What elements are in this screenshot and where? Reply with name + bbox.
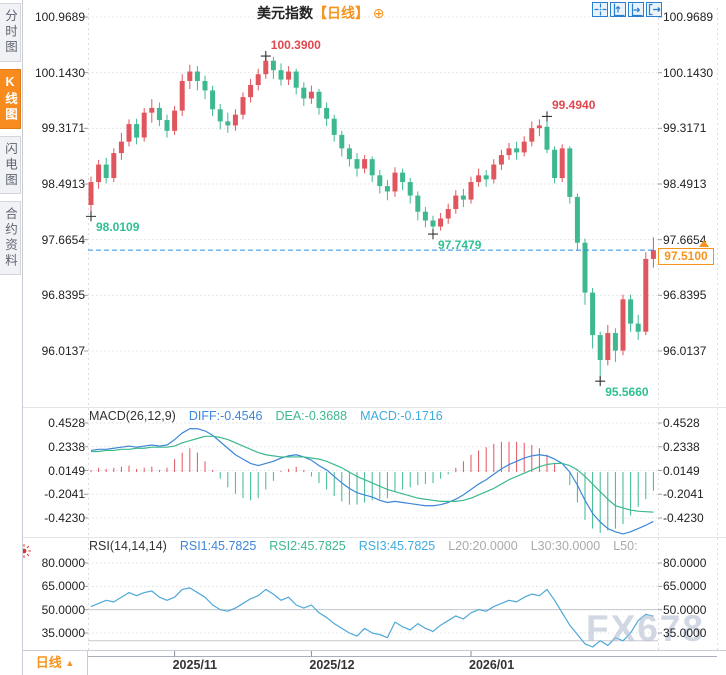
price-marker-cross [542, 111, 552, 122]
triangle-up-icon: ▲ [65, 658, 75, 668]
period-selector[interactable]: 日线 ▲ [23, 651, 88, 675]
candlestick-series [88, 56, 656, 382]
macd-histogram [90, 441, 654, 533]
current-price-tag: 97.5100 [658, 248, 714, 266]
crosshair-tool-icon[interactable] [592, 2, 608, 17]
macd-diff-line [90, 428, 654, 535]
chart-title: 美元指数【日线】 ⊕ [257, 3, 385, 23]
bottom-bar: 日线 ▲ [0, 650, 726, 675]
price-up-arrow-icon [699, 240, 709, 248]
rsi-line [90, 587, 654, 648]
chart-type-sidebar: 分时图 K线图闪电图合约资料 [0, 0, 23, 675]
macd-dea-line [91, 435, 654, 513]
price-marker-cross [86, 211, 96, 222]
detach-window-icon[interactable] [646, 2, 662, 17]
price-marker-cross [260, 51, 271, 62]
price-marker-cross [428, 229, 438, 240]
y-axis-fit-icon[interactable] [610, 2, 626, 17]
sidebar-item-timeshare[interactable]: 分时图 [0, 3, 21, 62]
period-selector-label: 日线 [35, 655, 62, 670]
price-marker-cross [595, 376, 606, 387]
circle-plus-icon[interactable]: ⊕ [372, 5, 385, 21]
sidebar-item-lightning[interactable]: 闪电图 [0, 135, 21, 194]
period-tag[interactable]: 【日线】 [313, 5, 369, 21]
x-axis-fit-icon[interactable] [628, 2, 644, 17]
sidebar-item-contract-info[interactable]: 合约资料 [0, 201, 21, 275]
chart-toolbar [592, 2, 662, 17]
sidebar-item-kline[interactable]: K线图 [0, 68, 21, 129]
instrument-name: 美元指数 [257, 5, 313, 21]
